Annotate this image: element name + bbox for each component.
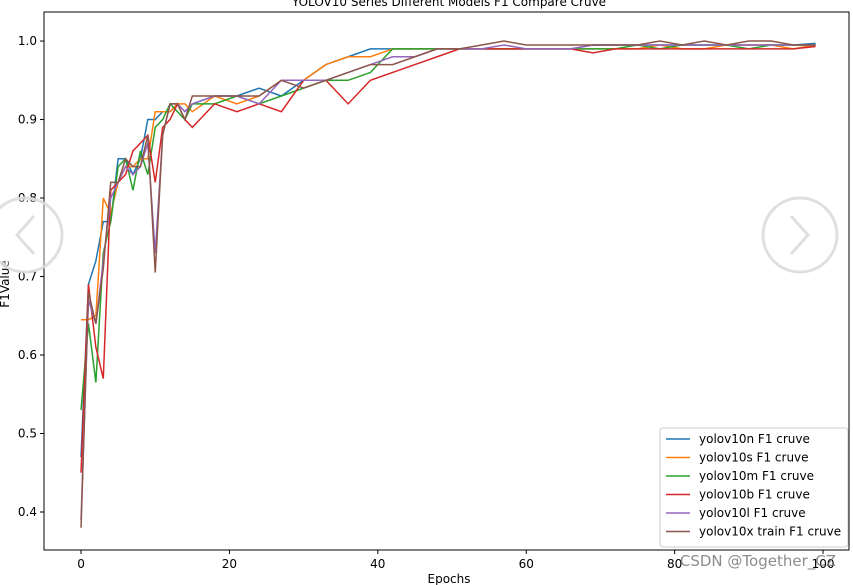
legend: yolov10n F1 cruve yolov10s F1 cruve yolov1… [659,427,849,548]
legend-label: yolov10s F1 cruve [699,451,809,465]
y-tick-label: 0.4 [18,505,37,519]
legend-label: yolov10m F1 cruve [699,469,814,483]
series-line [80,40,816,528]
y-tick-label: 0.9 [18,113,37,127]
y-tick-label: 1.0 [18,34,37,48]
series-line [80,45,816,473]
y-tick-label: 0.6 [18,348,37,362]
chart-title: YOLOV10 Series Different Models F1 Compa… [291,0,606,9]
prev-button[interactable] [0,196,64,274]
x-tick-label: 40 [370,557,385,571]
legend-label: yolov10b F1 cruve [699,488,810,502]
plot-frame [43,11,850,551]
y-tick-label: 0.5 [18,427,37,441]
x-tick-label: 100 [812,557,835,571]
next-button[interactable] [761,196,839,274]
x-tick-label: 0 [77,557,85,571]
x-tick-label: 80 [667,557,682,571]
x-tick-label: 60 [519,557,534,571]
legend-box [659,427,849,548]
x-axis-label: Epochs [428,572,471,585]
series-line [81,44,816,321]
x-tick-label: 20 [222,557,237,571]
legend-label: yolov10x train F1 cruve [699,525,841,539]
legend-label: yolov10l F1 cruve [699,506,806,520]
y-axis-label: F1Value [0,260,12,308]
legend-label: yolov10n F1 cruve [699,432,810,446]
watermark: CSDN @Together_CZ [680,552,836,571]
